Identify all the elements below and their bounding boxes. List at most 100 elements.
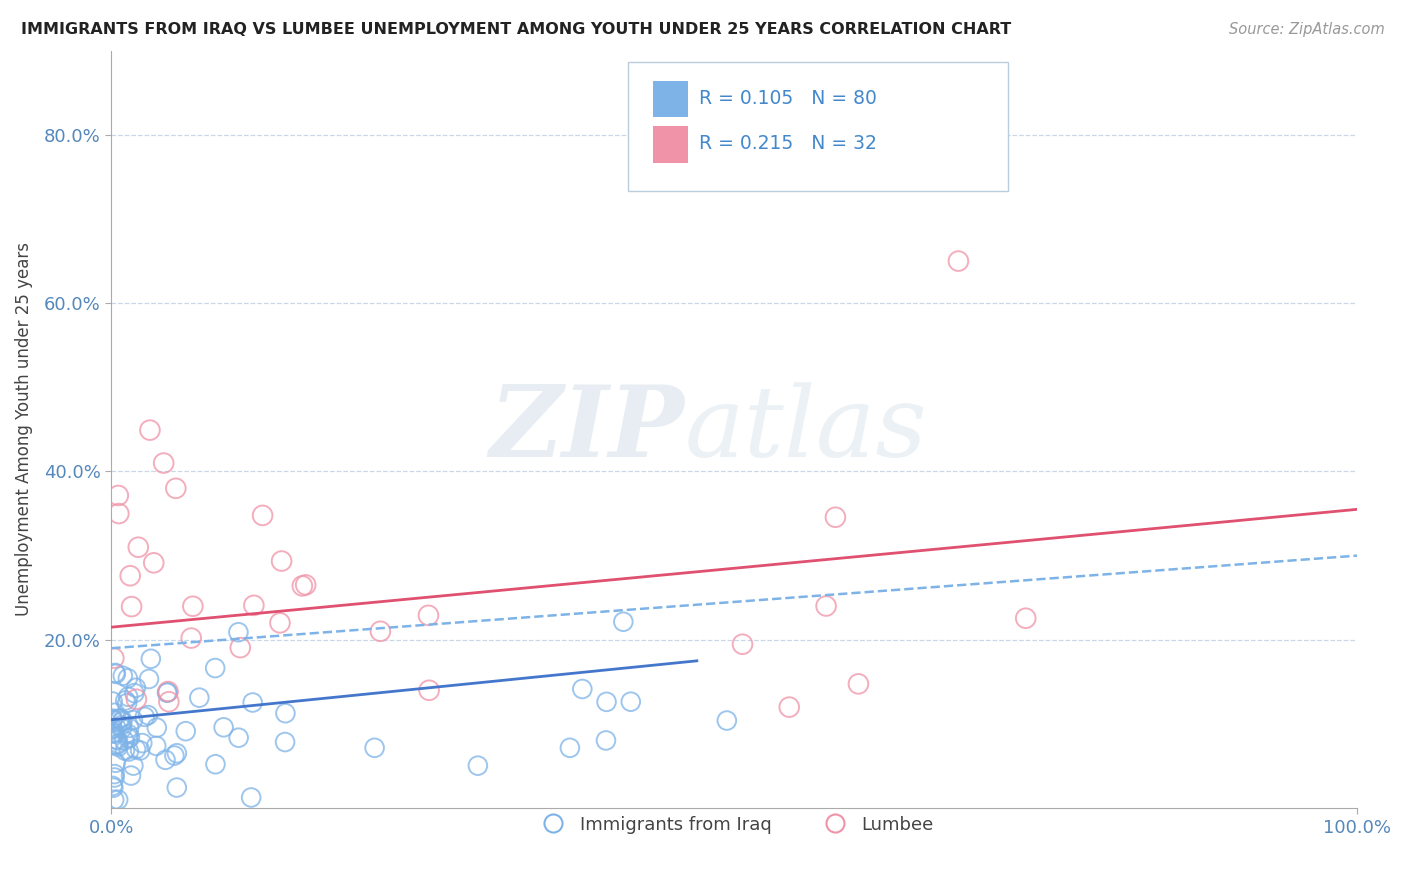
Point (229, 640, 252, 655)
Point (120, 768, 142, 782)
Point (156, 685, 179, 699)
Point (157, 695, 180, 709)
Point (117, 727, 139, 741)
Point (125, 681, 148, 695)
Point (134, 710, 156, 724)
FancyBboxPatch shape (654, 81, 688, 118)
Point (252, 508, 274, 523)
Point (152, 456, 174, 470)
Point (824, 510, 846, 524)
Point (104, 706, 127, 720)
Point (111, 714, 134, 729)
Point (107, 793, 129, 807)
Text: IMMIGRANTS FROM IRAQ VS LUMBEE UNEMPLOYMENT AMONG YOUTH UNDER 25 YEARS CORRELATI: IMMIGRANTS FROM IRAQ VS LUMBEE UNEMPLOYM… (21, 22, 1011, 37)
Point (174, 724, 197, 739)
Point (370, 624, 392, 639)
Point (101, 722, 124, 736)
Point (181, 599, 204, 614)
Point (115, 696, 138, 710)
Legend: Immigrants from Iraq, Lumbee: Immigrants from Iraq, Lumbee (527, 808, 941, 841)
Point (163, 748, 186, 763)
Point (274, 735, 297, 749)
Point (104, 666, 127, 681)
Point (212, 720, 235, 734)
Point (111, 669, 134, 683)
Point (103, 725, 125, 739)
Point (815, 599, 838, 613)
Point (108, 711, 131, 725)
Point (105, 732, 128, 747)
Point (129, 743, 152, 757)
Point (228, 731, 250, 745)
Point (165, 481, 187, 495)
Point (118, 731, 141, 745)
Point (558, 740, 581, 755)
Point (155, 753, 177, 767)
Point (121, 599, 143, 614)
Point (103, 780, 125, 795)
Point (117, 731, 139, 746)
Point (156, 686, 179, 700)
Point (114, 744, 136, 758)
Point (146, 721, 169, 735)
Point (110, 718, 132, 732)
Point (139, 652, 162, 666)
Point (131, 736, 153, 750)
Point (125, 692, 148, 706)
Point (242, 696, 264, 710)
Point (108, 507, 131, 521)
Point (595, 695, 617, 709)
Point (716, 714, 738, 728)
Point (117, 690, 139, 704)
Point (274, 706, 297, 721)
Point (270, 554, 292, 568)
Point (118, 721, 141, 735)
Point (1015, 611, 1038, 625)
Point (731, 637, 754, 651)
Point (157, 684, 180, 698)
Point (243, 599, 266, 613)
Point (103, 771, 125, 785)
Point (620, 695, 643, 709)
Point (291, 579, 314, 593)
Point (107, 739, 129, 754)
Text: Source: ZipAtlas.com: Source: ZipAtlas.com (1229, 22, 1385, 37)
Point (122, 713, 145, 727)
Point (136, 708, 159, 723)
Point (103, 651, 125, 665)
Point (117, 671, 139, 685)
Point (363, 740, 385, 755)
Text: R = 0.105   N = 80: R = 0.105 N = 80 (699, 89, 877, 108)
Point (103, 767, 125, 781)
Point (204, 757, 226, 772)
Point (124, 686, 146, 700)
Point (138, 672, 160, 686)
Point (180, 631, 202, 645)
Point (418, 608, 440, 623)
Point (112, 733, 135, 747)
Point (204, 661, 226, 675)
Point (166, 746, 188, 760)
Point (111, 714, 134, 728)
Y-axis label: Unemployment Among Youth under 25 years: Unemployment Among Youth under 25 years (15, 243, 32, 616)
Point (467, 758, 489, 772)
Point (294, 578, 316, 592)
Point (188, 690, 211, 705)
Point (120, 568, 142, 582)
Point (105, 738, 128, 752)
Point (778, 700, 800, 714)
Point (104, 756, 127, 770)
Point (108, 712, 131, 726)
Point (948, 254, 970, 268)
Point (139, 423, 162, 437)
Point (104, 726, 127, 740)
Point (848, 677, 870, 691)
Point (228, 625, 250, 640)
FancyBboxPatch shape (628, 62, 1008, 191)
Point (127, 540, 149, 554)
Point (595, 733, 617, 747)
Point (418, 683, 440, 698)
Point (612, 615, 634, 629)
Point (118, 744, 141, 758)
Point (107, 733, 129, 747)
